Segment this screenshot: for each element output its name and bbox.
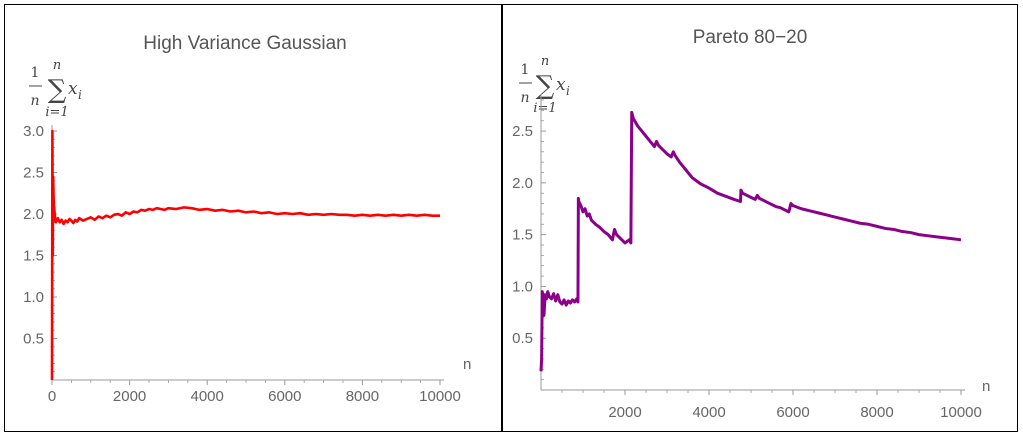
x-tick-label: 4000 xyxy=(191,388,224,405)
series-line xyxy=(50,129,440,381)
x-tick-label: 4000 xyxy=(692,404,725,421)
ylabel-sum-sign: ∑ xyxy=(536,71,555,101)
x-tick-label: 0 xyxy=(48,388,56,405)
y-tick-label: 1.5 xyxy=(512,227,533,244)
y-tick-label: 0.5 xyxy=(23,331,44,348)
y-axis-label: 1 n n ∑ i=1 x i xyxy=(29,58,82,120)
x-tick-label: 10000 xyxy=(419,388,461,405)
gaussian-chart: High Variance Gaussian 1 n n ∑ i=1 x i n… xyxy=(23,33,471,405)
ylabel-term: x xyxy=(68,79,78,99)
pareto-chart: Pareto 80−20 1 n n ∑ i=1 x i n 2000 4000 6… xyxy=(512,27,990,421)
y-tick-label: 2.5 xyxy=(512,123,533,140)
y-tick-label: 1.0 xyxy=(512,278,533,295)
x-axis-label: n xyxy=(982,378,990,395)
y-axis-label: 1 n n ∑ i=1 x i xyxy=(519,54,570,116)
x-axis-label: n xyxy=(463,356,471,373)
ylabel-term: x xyxy=(556,75,566,95)
x-tick-label: 10000 xyxy=(940,404,982,421)
chart-title: Pareto 80−20 xyxy=(693,27,808,48)
x-tick-label: 6000 xyxy=(268,388,301,405)
y-tick-label: 2.0 xyxy=(23,206,44,223)
x-tick-label: 6000 xyxy=(776,404,809,421)
ylabel-sum-lower: i=1 xyxy=(45,105,68,120)
ylabel-sum-upper: n xyxy=(541,54,549,69)
ylabel-subscript: i xyxy=(566,84,570,98)
ylabel-subscript: i xyxy=(78,88,82,102)
ylabel-numerator: 1 xyxy=(521,62,530,78)
x-tick-label: 8000 xyxy=(346,388,379,405)
ylabel-denominator: n xyxy=(30,93,39,109)
x-tick-label: 8000 xyxy=(860,404,893,421)
y-tick-label: 3.0 xyxy=(23,123,44,140)
gaussian-chart-panel: High Variance Gaussian 1 n n ∑ i=1 x i n… xyxy=(4,4,502,432)
chart-title: High Variance Gaussian xyxy=(143,33,346,54)
y-tick-label: 1.5 xyxy=(23,248,44,265)
ylabel-sum-lower: i=1 xyxy=(533,101,556,116)
series-line xyxy=(539,110,962,372)
ylabel-denominator: n xyxy=(520,90,529,106)
ylabel-sum-upper: n xyxy=(53,58,61,73)
y-tick-label: 1.0 xyxy=(23,289,44,306)
y-tick-label: 2.0 xyxy=(512,175,533,192)
ylabel-numerator: 1 xyxy=(31,65,40,81)
pareto-chart-panel: Pareto 80−20 1 n n ∑ i=1 x i n 2000 4000 6… xyxy=(502,4,1018,432)
y-tick-label: 0.5 xyxy=(512,330,533,347)
x-tick-label: 2000 xyxy=(113,388,146,405)
y-tick-label: 2.5 xyxy=(23,165,44,182)
x-tick-label: 2000 xyxy=(608,404,641,421)
ylabel-sum-sign: ∑ xyxy=(48,75,67,105)
